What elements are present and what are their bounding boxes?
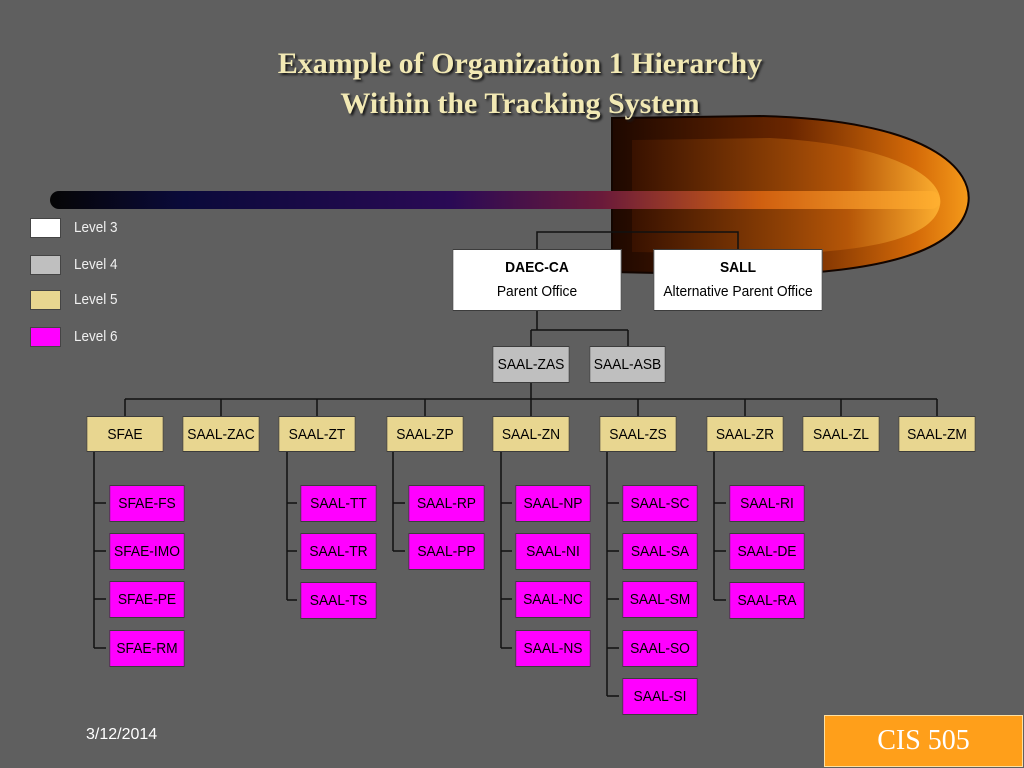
legend-item-level-4: Level 4 <box>30 255 170 277</box>
node-daec-ca: DAEC-CA Parent Office <box>452 249 622 311</box>
legend-label-level-5: Level 5 <box>74 291 118 308</box>
legend-swatch-level-5 <box>30 290 61 310</box>
node-saal-np: SAAL-NP <box>515 485 591 522</box>
connector-zs-children <box>606 452 619 697</box>
node-daec-ca-name: DAEC-CA <box>505 259 569 276</box>
connector-zp-children <box>392 452 405 552</box>
legend-item-level-5: Level 5 <box>30 290 170 312</box>
node-saal-zs: SAAL-ZS <box>599 416 677 452</box>
node-saal-asb: SAAL-ASB <box>589 346 666 383</box>
node-saal-nc: SAAL-NC <box>515 581 591 618</box>
node-saal-zn: SAAL-ZN <box>492 416 570 452</box>
node-saal-zm: SAAL-ZM <box>898 416 976 452</box>
legend-item-level-3: Level 3 <box>30 218 170 240</box>
legend-label-level-6: Level 6 <box>74 328 118 345</box>
connector-level3-top <box>536 231 739 249</box>
node-saal-ts: SAAL-TS <box>300 582 377 619</box>
legend-swatch-level-4 <box>30 255 61 275</box>
slide-title: Example of Organization 1 Hierarchy With… <box>0 44 1024 124</box>
legend-swatch-level-6 <box>30 327 61 347</box>
node-daec-ca-role: Parent Office <box>496 283 578 300</box>
node-saal-so: SAAL-SO <box>622 630 698 667</box>
node-saal-zac: SAAL-ZAC <box>182 416 260 452</box>
connector-sfae-children <box>93 452 106 649</box>
connector-zn-children <box>500 452 512 649</box>
node-sfae: SFAE <box>86 416 164 452</box>
node-saal-tr: SAAL-TR <box>300 533 377 570</box>
node-saal-pp: SAAL-PP <box>408 533 485 570</box>
node-sall-role: Alternative Parent Office <box>663 283 813 300</box>
legend-item-level-6: Level 6 <box>30 327 170 349</box>
node-saal-si: SAAL-SI <box>622 678 698 715</box>
node-saal-ra: SAAL-RA <box>729 582 805 619</box>
node-sfae-rm: SFAE-RM <box>109 630 185 667</box>
connector-zt-children <box>286 452 297 601</box>
node-saal-tt: SAAL-TT <box>300 485 377 522</box>
node-saal-zp: SAAL-ZP <box>386 416 464 452</box>
legend-label-level-3: Level 3 <box>74 219 118 236</box>
node-sfae-pe: SFAE-PE <box>109 581 185 618</box>
title-line-2: Within the Tracking System <box>340 87 700 120</box>
node-sall-name: SALL <box>719 259 757 276</box>
connector-zr-children <box>713 452 726 601</box>
node-sall: SALL Alternative Parent Office <box>653 249 823 311</box>
node-sfae-imo: SFAE-IMO <box>109 533 185 570</box>
node-saal-sc: SAAL-SC <box>622 485 698 522</box>
node-saal-de: SAAL-DE <box>729 533 805 570</box>
node-saal-rp: SAAL-RP <box>408 485 485 522</box>
slide-date: 3/12/2014 <box>86 726 158 743</box>
node-saal-sm: SAAL-SM <box>622 581 698 618</box>
node-saal-ns: SAAL-NS <box>515 630 591 667</box>
course-badge: CIS 505 <box>824 715 1023 767</box>
legend-swatch-level-3 <box>30 218 61 238</box>
connector-level3-to-level4 <box>530 311 629 346</box>
title-line-1: Example of Organization 1 Hierarchy <box>277 47 763 80</box>
node-saal-ni: SAAL-NI <box>515 533 591 570</box>
node-saal-ri: SAAL-RI <box>729 485 805 522</box>
legend-label-level-4: Level 4 <box>74 256 118 273</box>
node-sfae-fs: SFAE-FS <box>109 485 185 522</box>
node-saal-zr: SAAL-ZR <box>706 416 784 452</box>
node-saal-sa: SAAL-SA <box>622 533 698 570</box>
node-saal-zas: SAAL-ZAS <box>492 346 570 383</box>
node-saal-zt: SAAL-ZT <box>278 416 356 452</box>
node-saal-zl: SAAL-ZL <box>802 416 880 452</box>
connector-level4-to-level5 <box>124 383 938 416</box>
